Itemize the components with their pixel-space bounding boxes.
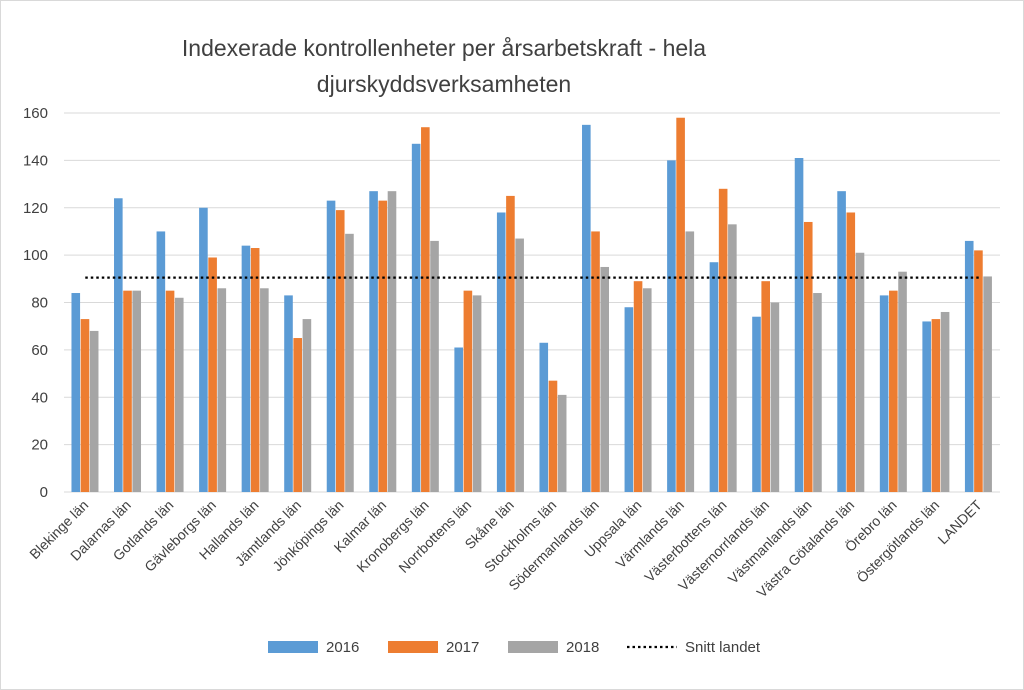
legend-label: 2016 <box>326 639 359 656</box>
bar-2017 <box>421 127 430 493</box>
bar-2017 <box>463 290 473 492</box>
legend-label: 2017 <box>446 639 479 656</box>
bar-2016 <box>582 124 591 492</box>
y-tick-label: 140 <box>23 152 48 169</box>
chart-title-line-2: djurskyddsverksamheten <box>317 71 571 97</box>
bars <box>71 117 992 493</box>
bar-2018 <box>685 231 695 492</box>
bar-2016 <box>539 342 549 492</box>
bar-2018 <box>600 266 610 492</box>
bar-2016 <box>922 321 931 492</box>
bar-2016 <box>284 295 293 492</box>
bar-2018 <box>983 276 992 492</box>
bar-2017 <box>974 250 983 492</box>
bar-2018 <box>387 191 397 492</box>
bar-2017 <box>378 200 388 493</box>
bar-2018 <box>132 290 142 492</box>
bar-2016 <box>71 293 81 492</box>
bar-2016 <box>709 262 719 492</box>
bar-2018 <box>260 288 269 492</box>
y-axis-ticks: 0 20 40 60 80 100 120 140 160 <box>23 105 48 501</box>
bar-2017 <box>208 257 217 492</box>
y-tick-label: 160 <box>23 105 48 122</box>
bar-2016 <box>624 307 634 492</box>
bar-2017 <box>803 221 813 492</box>
y-tick-label: 60 <box>31 342 48 359</box>
bar-2018 <box>770 302 780 492</box>
bar-2016 <box>837 191 846 492</box>
bar-2016 <box>752 316 761 492</box>
bar-2017 <box>718 188 728 493</box>
bar-2017 <box>676 117 685 493</box>
bar-2016 <box>496 212 506 493</box>
bar-2016 <box>326 200 336 493</box>
legend-swatch-2016 <box>268 641 318 653</box>
bar-2017 <box>761 281 770 492</box>
bar-2016 <box>454 347 463 492</box>
y-tick-label: 100 <box>23 247 48 264</box>
bar-2016 <box>794 158 804 492</box>
bar-2017 <box>293 338 302 492</box>
bar-2018 <box>89 330 99 492</box>
bar-2018 <box>515 238 524 492</box>
bar-2018 <box>898 271 907 492</box>
bar-2018 <box>174 297 184 492</box>
x-tick-label: Norrbottens län <box>395 497 474 576</box>
bar-2016 <box>879 295 889 492</box>
bar-2018 <box>430 240 439 492</box>
y-tick-label: 120 <box>23 200 48 217</box>
legend-swatch-2017 <box>388 641 438 653</box>
bar-2018 <box>940 311 950 492</box>
y-tick-label: 40 <box>31 389 48 406</box>
bar-2016 <box>667 160 676 492</box>
legend: 2016 2017 2018 Snitt landet <box>268 639 761 656</box>
bar-2018 <box>642 288 652 492</box>
y-tick-label: 80 <box>31 295 48 312</box>
bar-2017 <box>548 380 558 492</box>
bar-2017 <box>335 210 345 492</box>
y-tick-label: 20 <box>31 437 48 454</box>
bar-2018 <box>345 233 354 492</box>
bar-2017 <box>123 290 132 492</box>
bar-2018 <box>217 288 227 492</box>
legend-label: Snitt landet <box>685 639 761 656</box>
bar-2017 <box>931 319 941 492</box>
bar-2016 <box>411 143 421 492</box>
chart-title-line-1: Indexerade kontrollenheter per årsarbets… <box>182 35 706 61</box>
bar-2018 <box>813 293 822 492</box>
bar-2017 <box>591 231 600 492</box>
bar-2018 <box>557 394 567 492</box>
bar-2016 <box>156 231 166 492</box>
bar-2018 <box>472 295 482 492</box>
y-tick-label: 0 <box>40 484 48 501</box>
bar-2016 <box>199 207 208 492</box>
bar-2016 <box>369 191 378 492</box>
bar-2017 <box>165 290 175 492</box>
bar-2017 <box>80 319 90 492</box>
bar-2017 <box>506 195 515 492</box>
legend-swatch-2018 <box>508 641 558 653</box>
bar-2017 <box>846 212 856 493</box>
bar-2016 <box>241 245 251 492</box>
legend-label: 2018 <box>566 639 599 656</box>
bar-2017 <box>633 281 643 492</box>
bar-2017 <box>889 290 898 492</box>
bar-2018 <box>302 319 312 492</box>
bar-2018 <box>728 224 737 493</box>
bar-2016 <box>964 240 974 492</box>
bar-2018 <box>855 252 865 492</box>
bar-2016 <box>114 198 123 492</box>
x-tick-label: LANDET <box>934 496 985 547</box>
bar-2017 <box>250 248 260 492</box>
chart-title: Indexerade kontrollenheter per årsarbets… <box>182 35 706 97</box>
